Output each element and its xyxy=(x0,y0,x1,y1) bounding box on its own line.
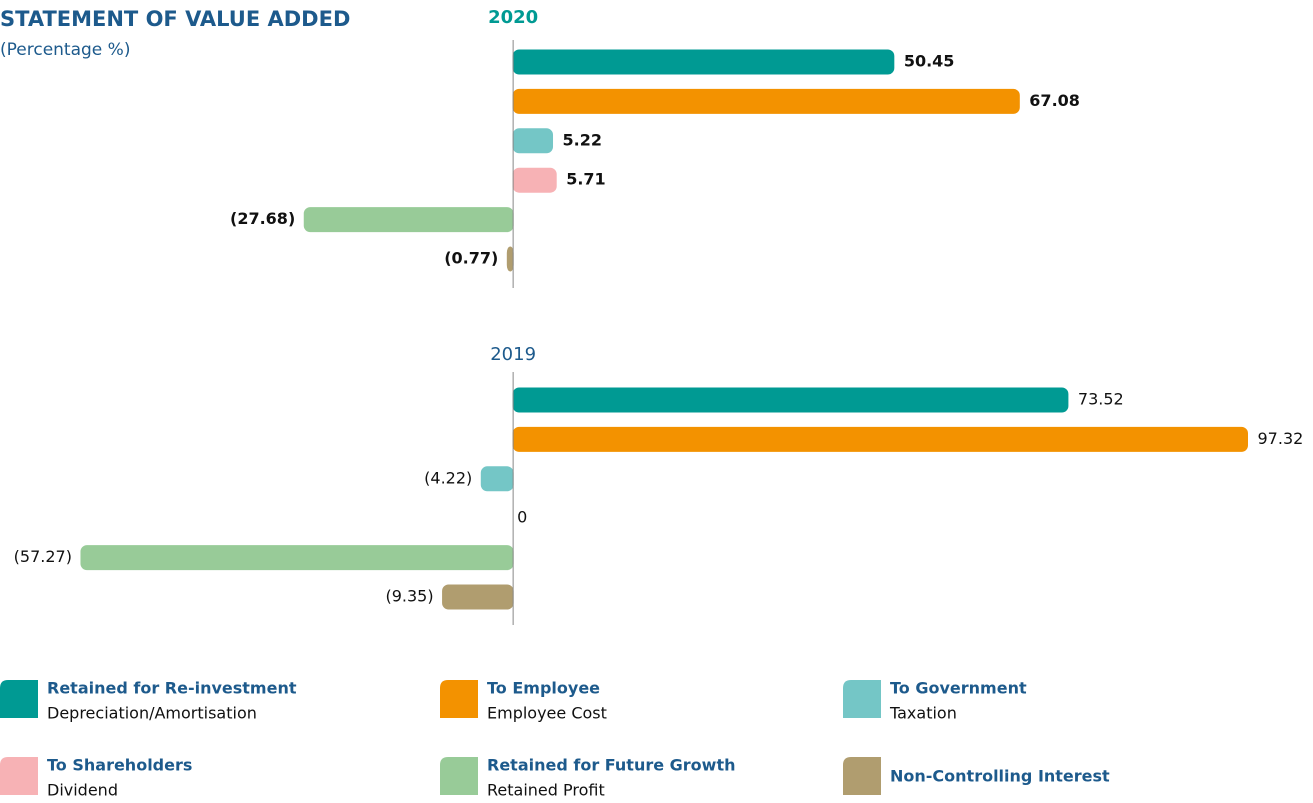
bar xyxy=(80,545,514,571)
bar xyxy=(512,426,1249,452)
value-label: 73.52 xyxy=(1078,390,1124,409)
value-label: (9.35) xyxy=(385,587,433,606)
chart-title: STATEMENT OF VALUE ADDED xyxy=(0,7,350,31)
bar xyxy=(506,246,514,272)
value-label: (4.22) xyxy=(424,468,472,487)
legend-description: Retained Profit xyxy=(487,781,605,800)
panel-title: 2020 xyxy=(488,7,538,28)
bar xyxy=(303,207,514,233)
value-label: (0.77) xyxy=(444,249,498,268)
value-label: (27.68) xyxy=(230,209,295,228)
value-label: 5.71 xyxy=(566,170,605,189)
legend-name: To Shareholders xyxy=(47,756,192,775)
value-label: 5.22 xyxy=(563,130,602,149)
legend-swatch xyxy=(843,757,881,795)
legend-description: Dividend xyxy=(47,781,118,800)
value-label: 67.08 xyxy=(1029,91,1080,110)
chart-subtitle: (Percentage %) xyxy=(0,40,130,60)
legend-swatch xyxy=(440,680,478,718)
legend-description: Employee Cost xyxy=(487,704,607,723)
bar xyxy=(512,167,557,193)
bar xyxy=(442,584,514,610)
legend-swatch xyxy=(0,757,38,795)
legend-name: Non-Controlling Interest xyxy=(890,767,1110,786)
legend-name: To Government xyxy=(890,679,1027,698)
bar xyxy=(512,49,895,75)
legend-swatch xyxy=(843,680,881,718)
legend-description: Depreciation/Amortisation xyxy=(47,704,257,723)
value-label: 0 xyxy=(517,508,527,527)
panel-title: 2019 xyxy=(490,344,536,365)
bar xyxy=(512,128,554,154)
legend-swatch xyxy=(0,680,38,718)
bar xyxy=(512,88,1020,114)
legend-description: Taxation xyxy=(889,704,957,723)
value-label: (57.27) xyxy=(14,547,72,566)
legend-swatch xyxy=(440,757,478,795)
value-label: 50.45 xyxy=(904,52,955,71)
legend-name: Retained for Future Growth xyxy=(487,756,736,775)
bar xyxy=(480,466,514,492)
legend-name: To Employee xyxy=(487,679,600,698)
bar xyxy=(512,387,1069,413)
legend-name: Retained for Re-investment xyxy=(47,679,297,698)
value-label: 97.32 xyxy=(1258,429,1304,448)
